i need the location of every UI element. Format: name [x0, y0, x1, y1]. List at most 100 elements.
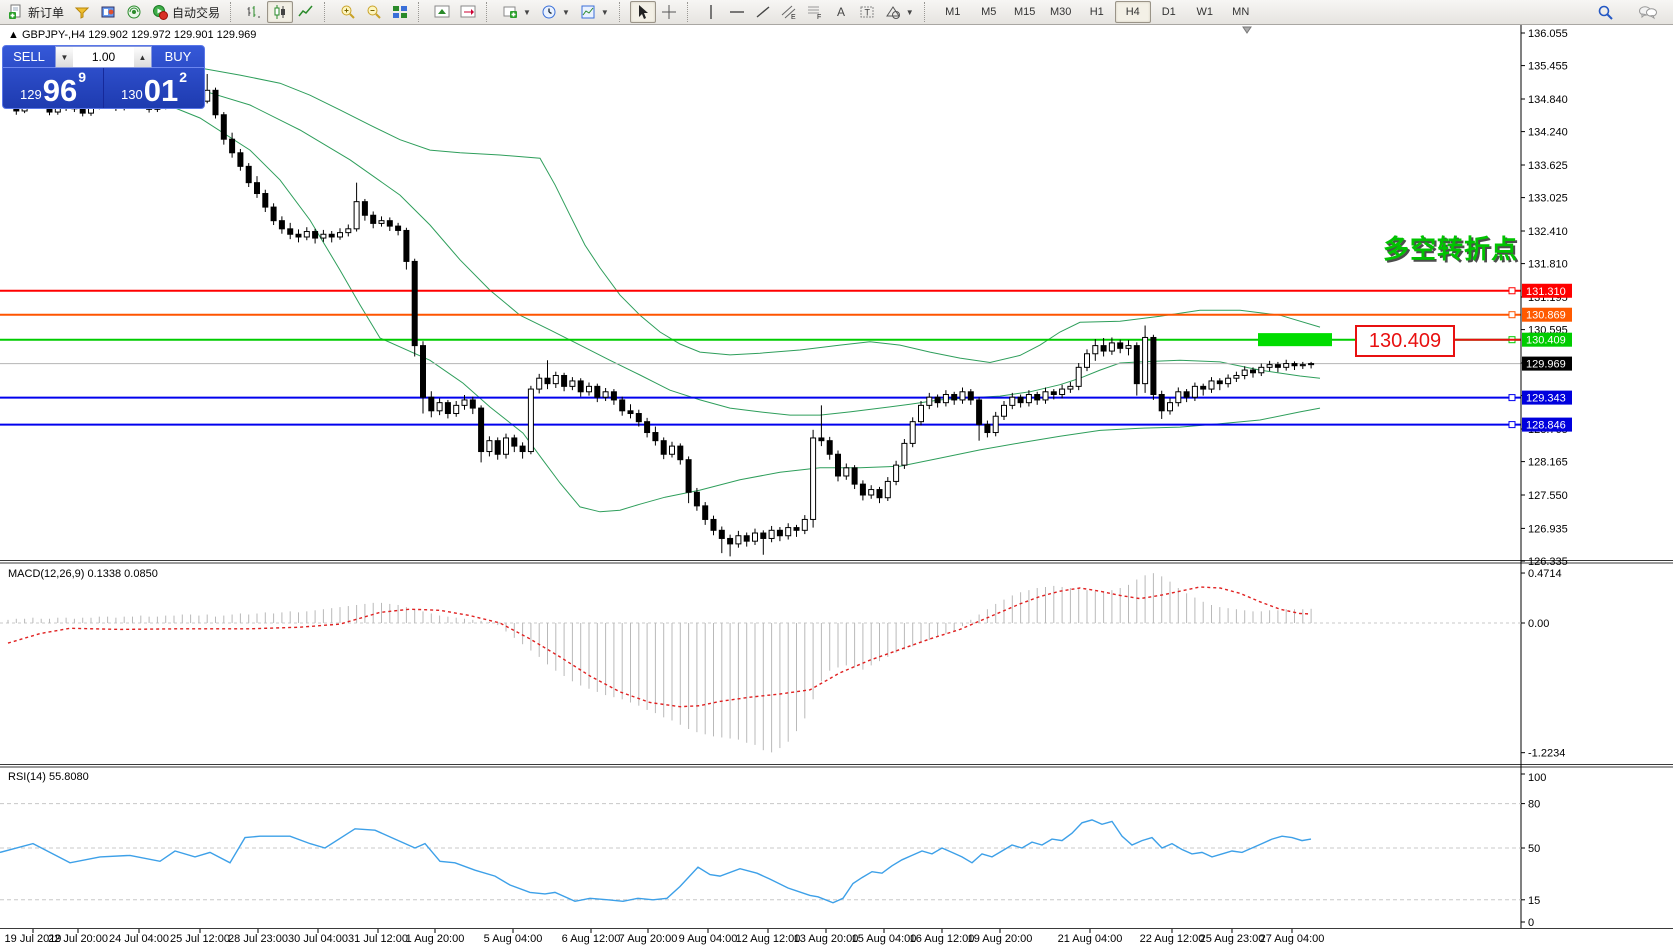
channel-icon[interactable]: E — [776, 1, 802, 23]
svg-text:131.310: 131.310 — [1526, 286, 1566, 298]
svg-text:80: 80 — [1528, 799, 1540, 811]
horizontal-level-lines[interactable] — [0, 287, 1521, 429]
text-icon[interactable]: A — [828, 1, 854, 23]
zoom-in-icon[interactable] — [335, 1, 361, 23]
timeframe-m5-button[interactable]: M5 — [981, 6, 997, 18]
sell-button[interactable]: SELL — [3, 46, 55, 68]
chart-ohlc-line: ▲ GBPJPY-,H4 129.902 129.972 129.901 129… — [8, 29, 256, 41]
main-toolbar: 新订单 自动交易 ▼ ▼ ▼ E F A T ▼ M1 M5 M15 M30 H1 H4 D1 W1 MN — [0, 0, 1673, 25]
bar-chart-icon[interactable] — [241, 1, 267, 23]
toolbar-separator — [686, 2, 693, 22]
templates-icon[interactable]: ▼ — [575, 1, 614, 23]
rsi-panel — [0, 803, 1521, 904]
chart-text-annotation[interactable]: 多空转折点 — [1383, 234, 1519, 264]
toolbar-separator — [230, 2, 236, 22]
chart-shift-icon[interactable] — [455, 1, 481, 23]
svg-text:19 Aug 20:00: 19 Aug 20:00 — [968, 933, 1033, 945]
fibonacci-icon[interactable]: F — [802, 1, 828, 23]
profiles-icon[interactable] — [95, 1, 121, 23]
volume-up-button[interactable]: ▲ — [134, 47, 151, 67]
timeframe-h4-button[interactable]: H4 — [1114, 1, 1151, 23]
timeframe-m1-button[interactable]: M1 — [945, 6, 961, 18]
svg-text:25 Jul 12:00: 25 Jul 12:00 — [170, 933, 230, 945]
price-axis[interactable]: 136.055 135.455 134.840 134.240 133.625 133.0… — [1521, 28, 1572, 929]
shapes-icon[interactable]: ▼ — [880, 1, 919, 23]
svg-text:133.025: 133.025 — [1528, 193, 1568, 205]
horizontal-line-icon[interactable] — [724, 1, 750, 23]
indicators-add-icon-dropdown[interactable]: ▼ — [523, 7, 531, 17]
timeframe-m15-button[interactable]: M15 — [1014, 6, 1036, 18]
cursor-glyph — [635, 4, 651, 20]
chat-icon[interactable] — [1633, 1, 1663, 23]
svg-text:12 Aug 12:00: 12 Aug 12:00 — [736, 933, 801, 945]
zoom-out-icon[interactable] — [361, 1, 387, 23]
timeframe-d1-button[interactable]: D1 — [1161, 6, 1176, 18]
svg-text:130.409: 130.409 — [1526, 335, 1566, 347]
svg-text:22 Aug 12:00: 22 Aug 12:00 — [1140, 933, 1205, 945]
auto-arrange-icon[interactable] — [429, 1, 455, 23]
timeframe-mn-button[interactable]: MN — [1232, 6, 1250, 18]
channel-glyph: E — [781, 4, 797, 20]
chart-shift-marker[interactable] — [1242, 26, 1252, 34]
highlight-rectangle[interactable] — [1258, 333, 1332, 347]
hline-glyph — [729, 4, 745, 20]
crosshair-icon[interactable] — [656, 1, 682, 23]
svg-text:24 Jul 04:00: 24 Jul 04:00 — [109, 933, 169, 945]
svg-text:15 Aug 04:00: 15 Aug 04:00 — [852, 933, 917, 945]
sell-price[interactable]: 129 96 9 — [3, 68, 104, 108]
label-icon[interactable]: T — [854, 1, 880, 23]
svg-text:13 Aug 20:00: 13 Aug 20:00 — [794, 933, 859, 945]
linechart-glyph — [298, 4, 314, 20]
toolbar-separator — [923, 2, 930, 22]
timeframe-h1-button[interactable]: H1 — [1089, 6, 1104, 18]
indicators-add-icon[interactable]: ▼ — [497, 1, 536, 23]
market-depth-icon[interactable] — [69, 1, 95, 23]
shapes-glyph — [885, 4, 901, 20]
timeframe-m30-button[interactable]: M30 — [1050, 6, 1072, 18]
svg-text:9 Aug 04:00: 9 Aug 04:00 — [679, 933, 738, 945]
vline-glyph — [703, 4, 719, 20]
rsi-line — [0, 819, 1312, 904]
rsi-indicator-title: RSI(14) 55.8080 — [8, 771, 89, 783]
svg-text:0: 0 — [1528, 917, 1534, 929]
barchart-glyph — [246, 4, 262, 20]
svg-text:100: 100 — [1528, 772, 1546, 784]
svg-text:132.410: 132.410 — [1528, 226, 1568, 238]
fibo-glyph: F — [807, 4, 823, 20]
crosshair-glyph — [661, 4, 677, 20]
search-icon[interactable] — [1592, 1, 1619, 23]
svg-text:131.810: 131.810 — [1528, 259, 1568, 271]
buy-price[interactable]: 130 01 2 — [121, 69, 187, 109]
svg-text:6 Aug 12:00: 6 Aug 12:00 — [562, 933, 621, 945]
periods-icon-dropdown[interactable]: ▼ — [561, 7, 570, 17]
svg-text:7 Aug 20:00: 7 Aug 20:00 — [619, 933, 678, 945]
svg-text:0.00: 0.00 — [1528, 618, 1549, 630]
svg-text:50: 50 — [1528, 843, 1540, 855]
signals-icon[interactable] — [121, 1, 147, 23]
toolbar-separator — [324, 2, 330, 22]
trendline-icon[interactable] — [750, 1, 776, 23]
cursor-icon[interactable] — [629, 1, 656, 23]
autotrading-button[interactable]: 自动交易 — [147, 1, 225, 23]
timeframe-w1-button[interactable]: W1 — [1196, 6, 1213, 18]
line-chart-icon[interactable] — [293, 1, 319, 23]
price-callout-box[interactable]: 130.409 — [1355, 325, 1455, 357]
signals-glyph — [126, 4, 142, 20]
volume-input[interactable]: 1.00 — [73, 47, 134, 67]
toolbar-separator — [486, 2, 492, 22]
svg-text:27 Aug 04:00: 27 Aug 04:00 — [1260, 933, 1325, 945]
buy-button[interactable]: BUY — [152, 46, 204, 68]
tile-windows-icon[interactable] — [387, 1, 413, 23]
templates-icon-dropdown[interactable]: ▼ — [600, 7, 609, 17]
vertical-line-icon[interactable] — [698, 1, 724, 23]
labelT-glyph: T — [859, 4, 875, 20]
candlestick-chart-icon[interactable] — [267, 1, 294, 23]
periods-icon[interactable]: ▼ — [536, 1, 575, 23]
volume-down-button[interactable]: ▼ — [56, 47, 73, 67]
new-order-button[interactable]: 新订单 — [3, 1, 69, 23]
collapse-arrow-icon[interactable]: ▲ — [8, 29, 19, 41]
shapes-icon-dropdown[interactable]: ▼ — [905, 7, 914, 17]
